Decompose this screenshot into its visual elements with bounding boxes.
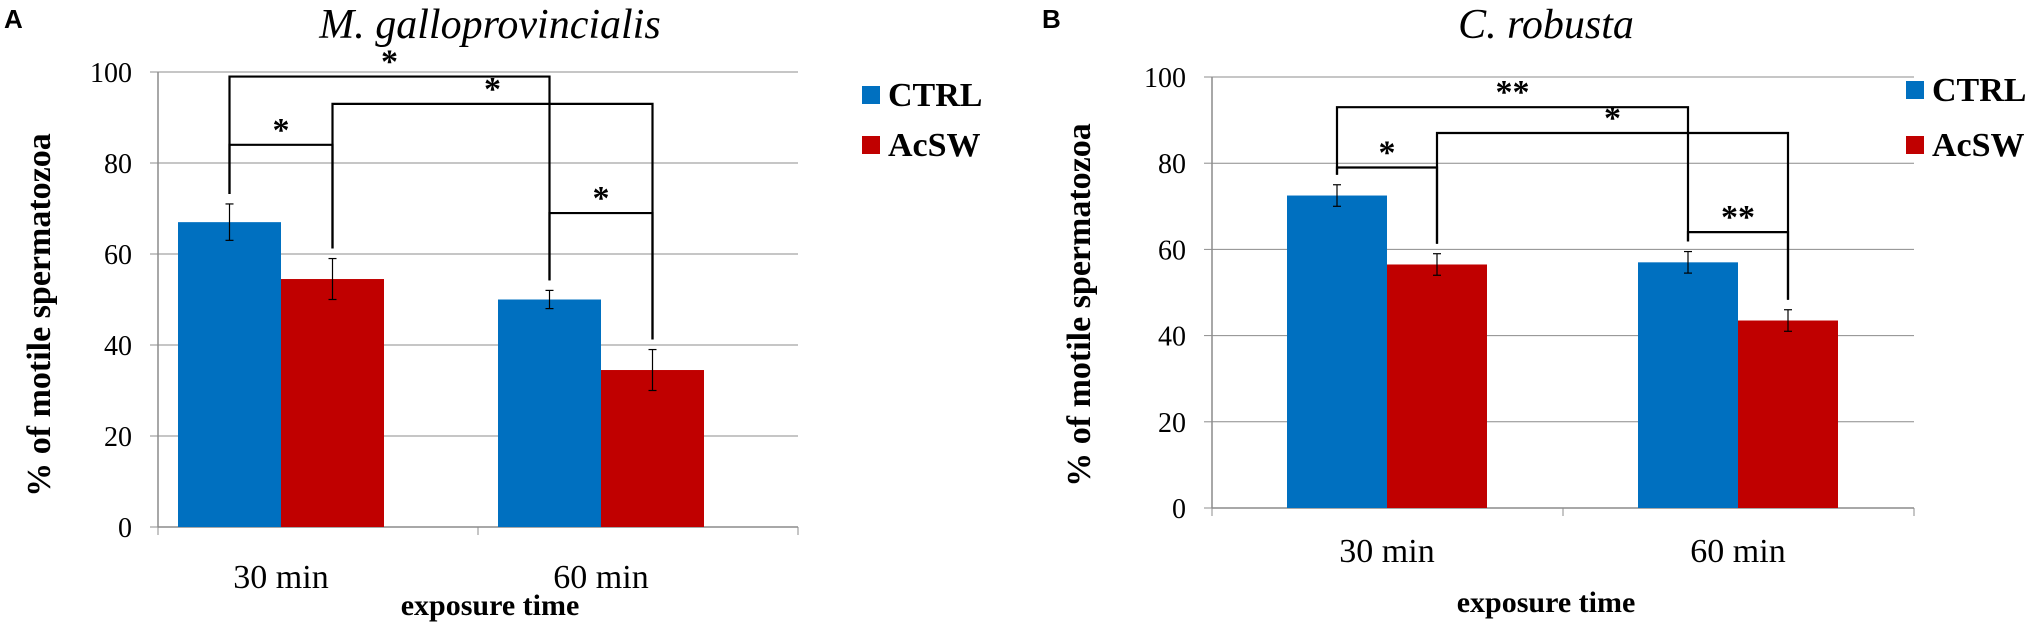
- x-category-label-b: 30 min: [1339, 533, 1434, 570]
- legend-a: CTRL AcSW: [862, 77, 982, 164]
- legend-label-acsw-a: AcSW: [888, 127, 981, 164]
- y-tick-label-b: 100: [1144, 63, 1186, 94]
- y-tick-label-b: 40: [1158, 322, 1186, 353]
- y-tick-label-a: 60: [104, 240, 132, 271]
- y-tick-label-b: 20: [1158, 408, 1186, 439]
- panel-letter-a: A: [4, 4, 23, 34]
- significance-label-a: *: [593, 180, 610, 217]
- y-tick-label-b: 80: [1158, 149, 1186, 180]
- chart-title-a: M. galloprovincialis: [318, 2, 660, 48]
- y-tick-label-b: 60: [1158, 235, 1186, 266]
- significance-label-b: **: [1496, 74, 1530, 111]
- bar-ctrl-30-min-b: [1287, 195, 1387, 508]
- significance-bracket-a: [228, 143, 334, 249]
- significance-bracket-b: [1686, 231, 1790, 300]
- panel-b: B C. robusta % of motile spermatozoa exp…: [1042, 2, 2026, 619]
- significance-bracket-b: [1335, 106, 1690, 242]
- significance-label-b: *: [1379, 135, 1396, 172]
- significance-label-a: *: [273, 112, 290, 149]
- x-category-label-a: 30 min: [233, 559, 328, 596]
- legend-label-ctrl-a: CTRL: [888, 77, 982, 114]
- panel-a: A M. galloprovincialis % of motile sperm…: [4, 2, 982, 622]
- legend-label-acsw-b: AcSW: [1932, 127, 2025, 164]
- y-tick-label-a: 80: [104, 149, 132, 180]
- chart-title-b: C. robusta: [1458, 2, 1634, 48]
- significance-bracket-a: [548, 211, 654, 340]
- y-axis-label-a: % of motile spermatozoa: [21, 133, 58, 497]
- significance-label-b: *: [1604, 100, 1621, 137]
- bar-acsw-60-min-a: [601, 370, 704, 527]
- y-tick-label-a: 40: [104, 331, 132, 362]
- bar-acsw-60-min-b: [1738, 320, 1838, 508]
- bar-ctrl-60-min-a: [498, 299, 601, 527]
- legend-label-ctrl-b: CTRL: [1932, 72, 2026, 109]
- significance-label-b: **: [1721, 199, 1755, 236]
- legend-swatch-acsw-a: [862, 136, 880, 154]
- significance-label-a: *: [484, 71, 501, 108]
- bar-ctrl-60-min-b: [1638, 262, 1738, 508]
- y-axis-label-b: % of motile spermatozoa: [1061, 123, 1098, 487]
- legend-swatch-acsw-b: [1906, 136, 1924, 154]
- y-tick-label-b: 0: [1172, 494, 1186, 525]
- y-tick-label-a: 0: [118, 513, 132, 544]
- bar-acsw-30-min-a: [281, 279, 384, 527]
- y-tick-label-a: 100: [90, 58, 132, 89]
- bar-acsw-30-min-b: [1387, 264, 1487, 508]
- legend-swatch-ctrl-a: [862, 86, 880, 104]
- plot-area-a: 0 20 40 60 80 100 30 min 60 min * * * *: [90, 44, 799, 596]
- significance-bracket-b: [1335, 166, 1439, 244]
- bar-ctrl-30-min-a: [178, 222, 281, 527]
- legend-b: CTRL AcSW: [1906, 72, 2026, 164]
- x-category-label-a: 60 min: [553, 559, 648, 596]
- y-tick-label-a: 20: [104, 422, 132, 453]
- legend-swatch-ctrl-b: [1906, 81, 1924, 99]
- x-axis-label-b: exposure time: [1457, 586, 1636, 619]
- significance-bracket-a: [228, 75, 551, 281]
- panel-letter-b: B: [1042, 4, 1061, 34]
- significance-label-a: *: [381, 44, 398, 81]
- x-axis-label-a: exposure time: [401, 589, 580, 622]
- x-category-label-b: 60 min: [1690, 533, 1785, 570]
